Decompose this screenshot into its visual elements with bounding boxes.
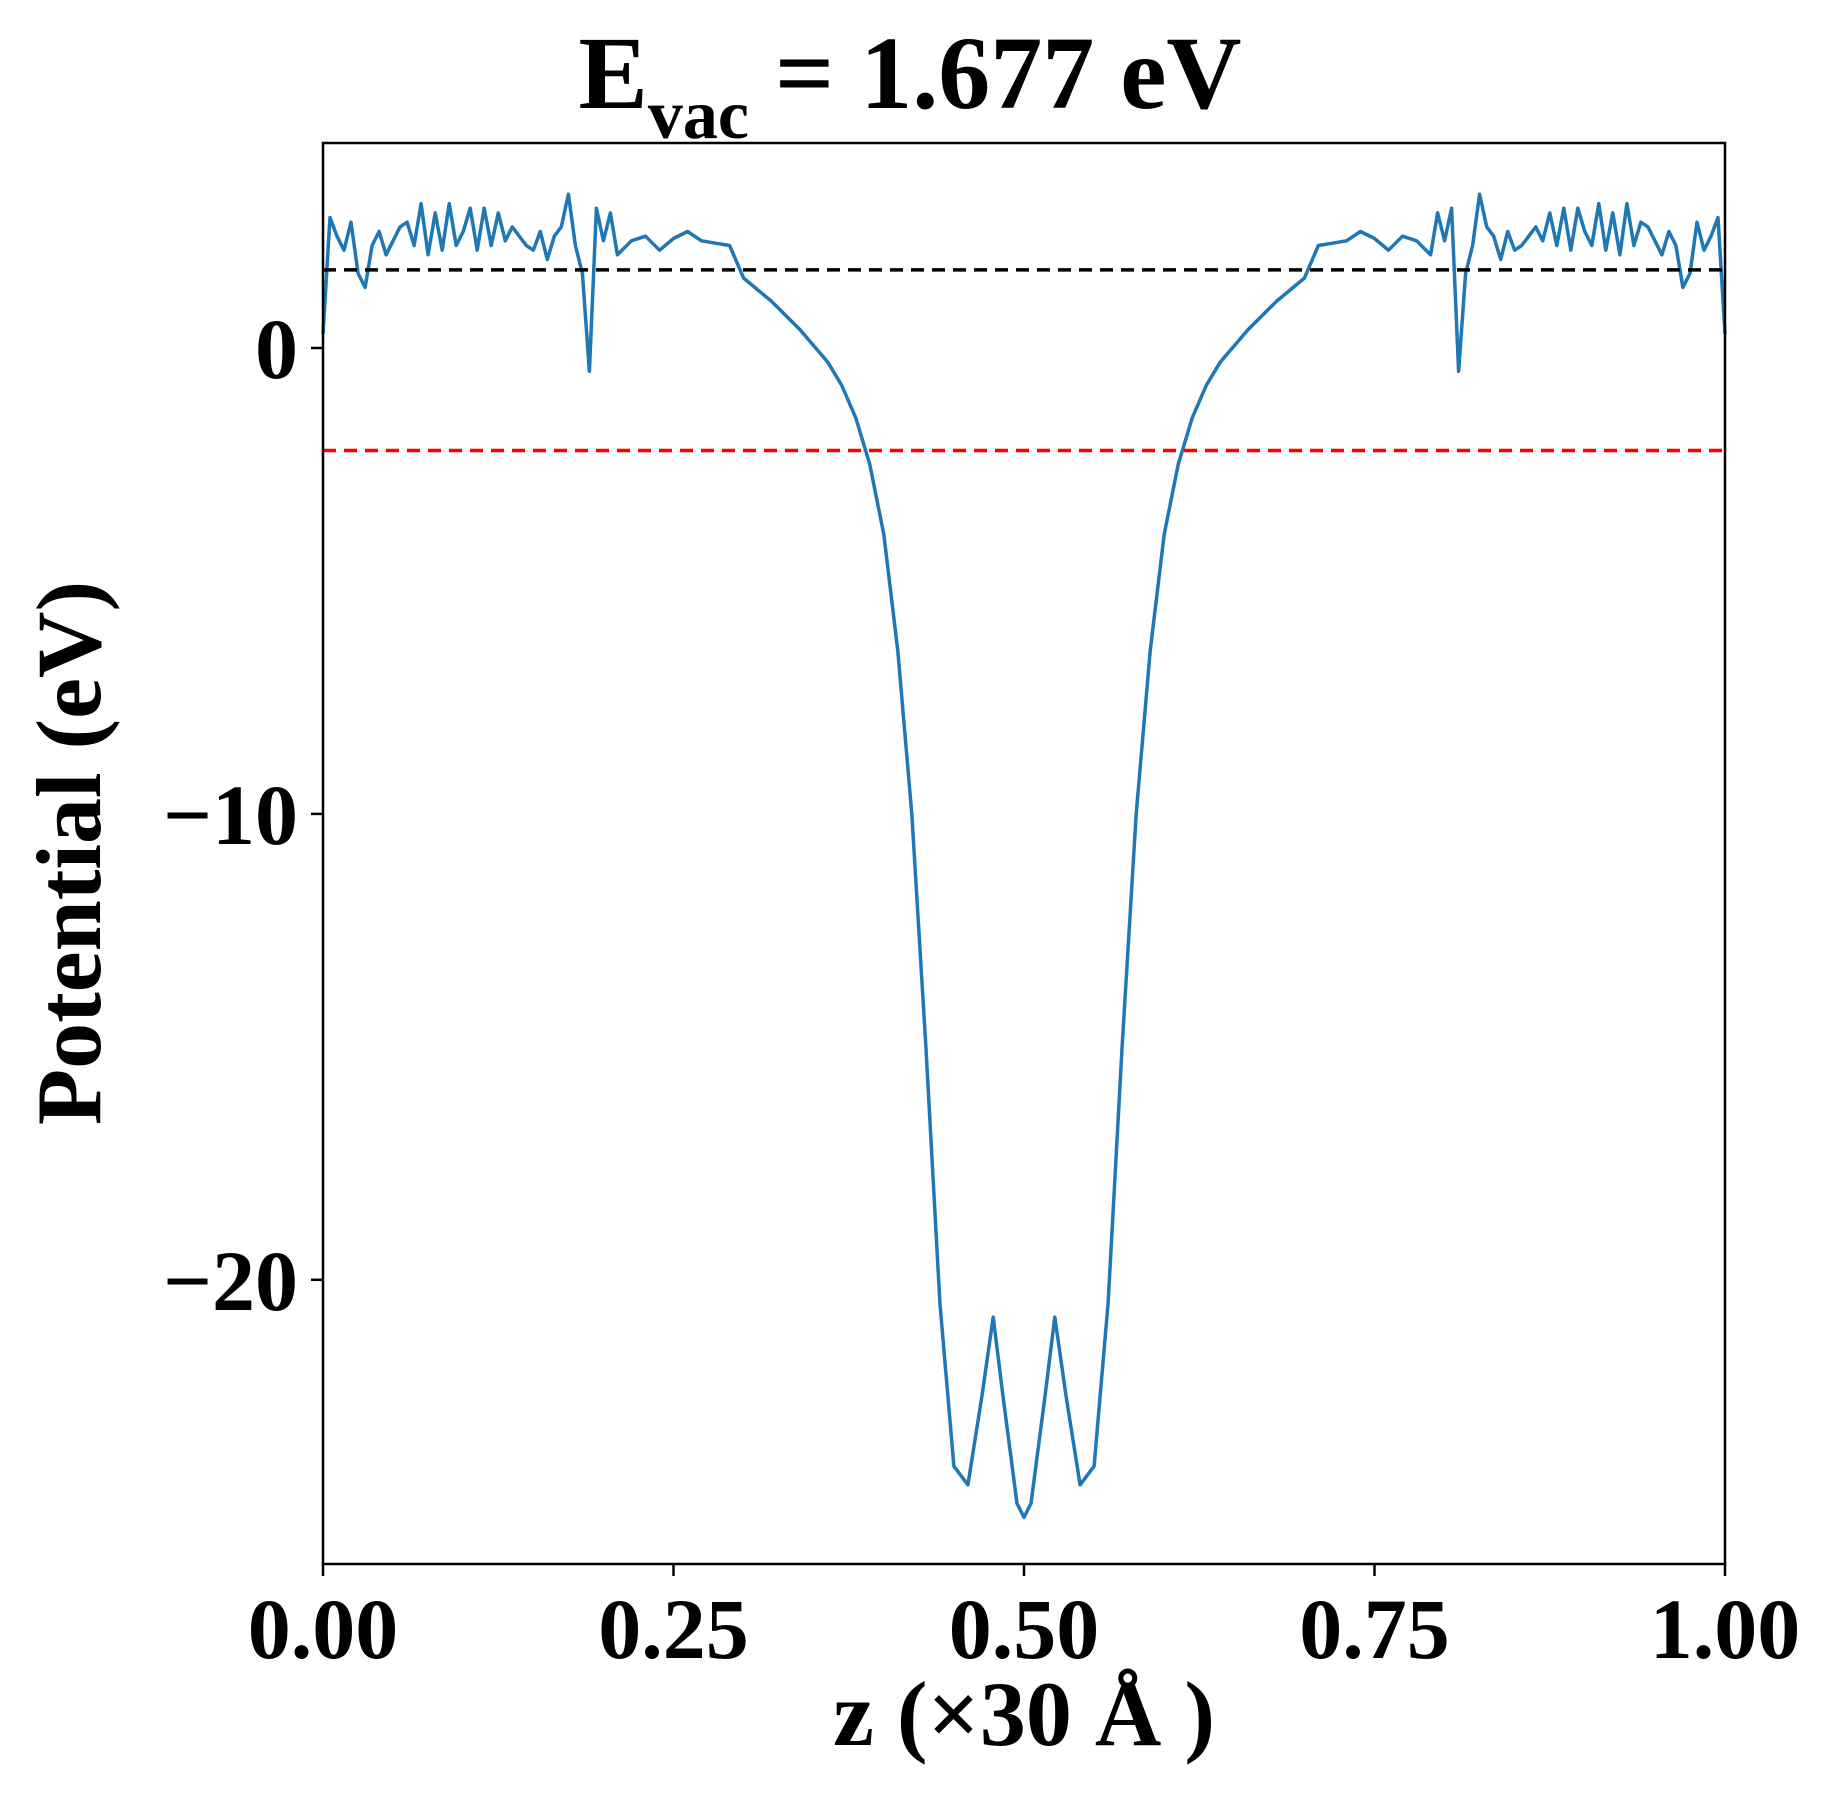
title-main: E: [579, 16, 648, 131]
x-tick-label: 1.00: [1650, 1581, 1801, 1677]
title-rest: = 1.677 eV: [749, 16, 1242, 131]
y-tick-label: 0: [255, 301, 298, 397]
series-line-potential: [321, 192, 1727, 1520]
x-tick-label: 0.00: [248, 1581, 399, 1677]
y-tick-label: −20: [163, 1233, 298, 1329]
title-subscript: vac: [648, 77, 749, 154]
x-tick-label: 0.75: [1299, 1581, 1450, 1677]
axes-frame: [321, 141, 1727, 1566]
x-tick-label: 0.50: [949, 1581, 1100, 1677]
x-axis-label: z (×30 Å ): [833, 1663, 1215, 1765]
plot-area: [321, 192, 1727, 1520]
x-tick-label: 0.25: [598, 1581, 749, 1677]
axis-ticks: 0.00 0.25 0.50 0.75 1.00 0 −10 −20: [163, 301, 1800, 1677]
y-axis-label: Potential (eV): [18, 581, 120, 1125]
chart-title: Evac = 1.677 eV: [579, 16, 1242, 154]
y-tick-label: −10: [163, 767, 298, 863]
